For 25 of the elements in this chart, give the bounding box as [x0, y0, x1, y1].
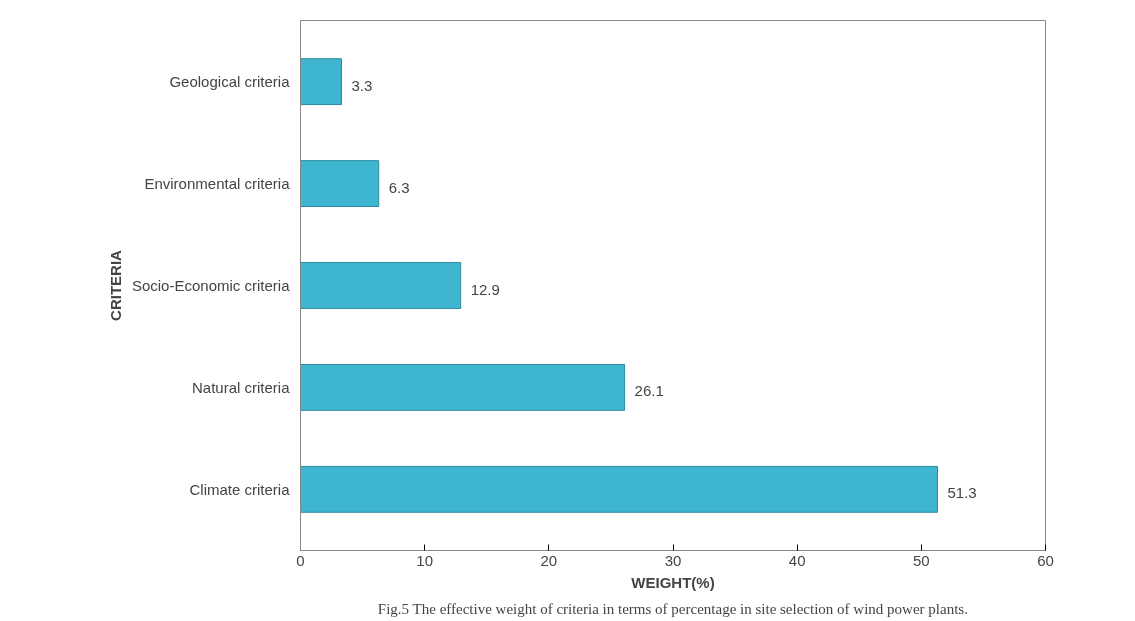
bar	[300, 262, 462, 309]
x-tick-label: 50	[912, 551, 930, 569]
x-tick-label: 10	[416, 551, 434, 569]
bar	[300, 160, 380, 208]
data-label: 6.3	[388, 178, 410, 196]
x-tick-label: 20	[540, 551, 558, 569]
x-tick-label: 30	[664, 551, 682, 569]
y-tick-label: Natural criteria	[191, 378, 291, 396]
y-tick-label: Geological criteria	[169, 73, 291, 91]
bar	[300, 58, 342, 106]
data-label: 26.1	[634, 382, 664, 400]
y-axis-title: CRITERIA	[106, 249, 124, 321]
bar	[300, 363, 626, 411]
y-tick-label: Environmental criteria	[144, 175, 291, 193]
data-label: 51.3	[947, 484, 977, 502]
x-axis-title: WEIGHT(%)	[631, 573, 715, 591]
bar	[300, 465, 938, 513]
y-tick-label: Socio-Economic criteria	[131, 277, 291, 294]
caption: Fig.5 The effective weight of criteria in terms of percentage in site selection of wind power plants.	[377, 600, 968, 617]
x-tick-label: 0	[296, 551, 305, 569]
x-tick-label: 40	[788, 551, 806, 569]
data-label: 12.9	[470, 280, 500, 298]
y-tick-label: Climate criteria	[189, 480, 291, 498]
data-label: 3.3	[351, 76, 373, 94]
x-tick-label: 60	[1037, 551, 1054, 569]
